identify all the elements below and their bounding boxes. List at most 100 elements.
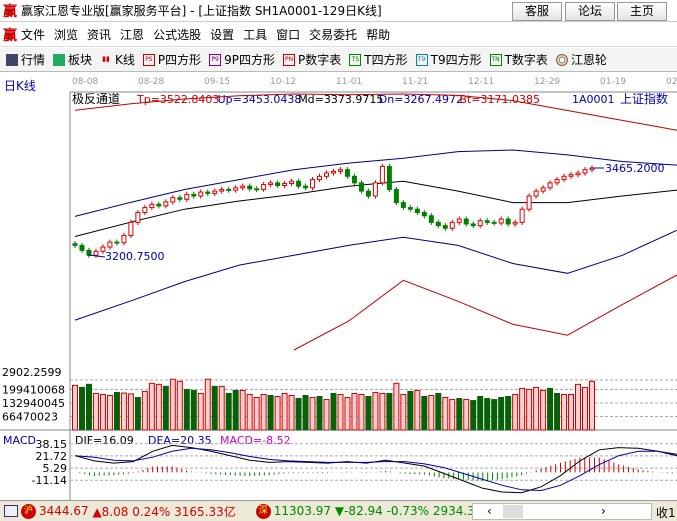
toolbar-6[interactable]: TS T四方形 <box>349 51 408 68</box>
channel-upper-outer <box>74 93 677 131</box>
candle <box>79 244 85 251</box>
date-tick: 12-29 <box>534 77 560 87</box>
volume-bar <box>379 392 386 431</box>
volume-bar <box>526 388 533 431</box>
low-annotation: 3200.7500 <box>105 250 165 263</box>
grid-icon[interactable] <box>4 505 18 517</box>
date-tick: 08-08 <box>72 77 98 87</box>
menu-file[interactable]: 文件 <box>21 28 46 42</box>
toolbar-5[interactable]: PN P数字表 <box>283 51 341 68</box>
candle <box>198 191 204 197</box>
high-annotation: 3465.2000 <box>605 162 665 175</box>
volume-bar <box>169 378 176 431</box>
service-button[interactable]: 客服 <box>512 2 562 21</box>
candle <box>310 179 316 189</box>
volume-bar <box>505 396 512 431</box>
volume-bar <box>288 394 295 431</box>
symbol-name: 上证指数 <box>620 91 668 106</box>
candle <box>568 174 574 177</box>
candle <box>498 218 504 224</box>
toolbar-1[interactable]: 板块 <box>53 51 92 68</box>
volume-bar <box>330 392 337 431</box>
candle <box>533 190 539 197</box>
toolbar-label: 板块 <box>68 53 93 67</box>
toolbar-3[interactable]: PS P四方形 <box>142 51 201 68</box>
volume-bar <box>358 393 365 431</box>
candle <box>491 221 497 224</box>
volume-tick: 66470023 <box>2 411 58 424</box>
toolbar-2[interactable]: ▮▮ K线 <box>100 51 135 68</box>
menu-news[interactable]: 资讯 <box>87 28 112 42</box>
volume-bar <box>148 382 155 431</box>
candle <box>547 182 553 189</box>
scroll-left-icon[interactable]: ‹ <box>487 504 492 518</box>
candle <box>275 182 281 187</box>
menu-gann[interactable]: 江恩 <box>120 28 145 42</box>
volume-bar <box>463 399 470 431</box>
volume-bar <box>309 397 316 431</box>
candle <box>331 170 336 174</box>
toolbar-label: 行情 <box>21 53 46 67</box>
volume-bar <box>547 387 554 431</box>
dea-value: DEA=20.35 <box>148 434 212 447</box>
candle <box>142 207 148 213</box>
volume-bar <box>134 397 141 431</box>
indicator-value: Up=3453.0438 <box>218 93 302 106</box>
scroll-right-icon[interactable]: › <box>601 504 606 518</box>
kline-chart[interactable]: 日K线 08-08 08-28 09-15 10-12 11-01 11-21 12-11 12… <box>0 72 677 500</box>
candle <box>337 169 343 172</box>
volume-bar <box>225 392 232 431</box>
volume-tick: 199410068 <box>2 384 65 397</box>
title-bar: 赢 赢家江恩专业版[赢家服务平台] - [上证指数 SH1A0001-129日K… <box>0 0 677 22</box>
candle <box>379 165 385 184</box>
channel-lower <box>74 229 677 321</box>
sz-change: ▼-82.94 -0.73% 2934.35 <box>334 504 483 518</box>
volume-bar <box>204 378 211 431</box>
forum-button[interactable]: 论坛 <box>565 2 615 21</box>
menu-formula[interactable]: 公式选股 <box>153 28 202 42</box>
sz-index: 11303.97 <box>273 504 332 518</box>
candle <box>247 185 253 190</box>
candle <box>240 185 246 189</box>
volume-bar <box>428 394 435 431</box>
volume-bar <box>120 392 127 431</box>
date-tick: 08-28 <box>138 77 164 87</box>
volume-bar <box>533 386 540 431</box>
volume-bar <box>435 392 442 431</box>
menu-settings[interactable]: 设置 <box>210 28 235 42</box>
volume-bar <box>316 396 323 431</box>
candle <box>484 220 490 223</box>
macd-tick: -11.14 <box>32 474 67 487</box>
toolbar-label: 江恩轮 <box>570 53 607 67</box>
menu-help[interactable]: 帮助 <box>366 28 391 42</box>
candle <box>226 188 232 191</box>
volume-bar <box>85 383 92 431</box>
volume-bar <box>554 392 561 431</box>
volume-bar <box>176 380 183 431</box>
horizontal-scrollbar[interactable]: ‹ › <box>472 503 652 520</box>
price-axis-bottom: 2902.2599 <box>2 366 62 379</box>
dif-line <box>74 444 677 494</box>
channel-upper <box>74 149 677 217</box>
volume-bar <box>190 389 197 431</box>
dea-line <box>74 447 677 492</box>
menu-window[interactable]: 窗口 <box>276 28 301 42</box>
candle <box>463 218 469 225</box>
toolbar-9[interactable]: 江恩轮 <box>555 51 607 68</box>
menu-trade[interactable]: 交易委托 <box>309 28 358 42</box>
toolbar-label: T数字表 <box>504 53 548 67</box>
candle <box>575 172 581 176</box>
candle <box>400 202 406 209</box>
toolbar-0[interactable]: 行情 <box>6 51 45 68</box>
home-button[interactable]: 主页 <box>617 2 667 21</box>
menu-tools[interactable]: 工具 <box>243 28 268 42</box>
volume-bar <box>442 397 449 431</box>
toolbar-7[interactable]: T9 T9四方形 <box>415 51 482 68</box>
candle <box>114 241 120 244</box>
candle <box>554 179 560 184</box>
toolbar-8[interactable]: TN T数字表 <box>489 51 548 68</box>
scroll-thumb[interactable] <box>503 505 523 518</box>
toolbar-4[interactable]: P9 9P四方形 <box>209 51 275 68</box>
volume-bar <box>519 387 526 431</box>
menu-browse[interactable]: 浏览 <box>54 28 79 42</box>
